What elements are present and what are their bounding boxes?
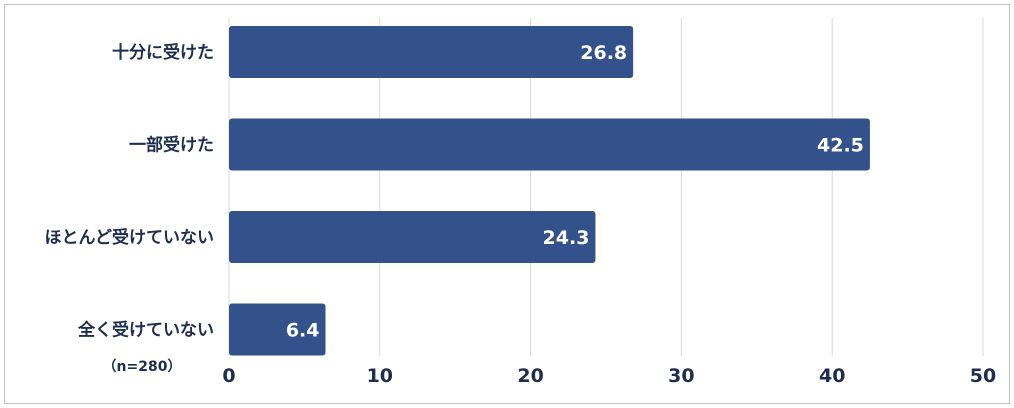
bar-4	[229, 303, 326, 356]
bar-value-label: 24.3	[543, 227, 590, 249]
bar-1	[229, 26, 634, 78]
bar-2	[229, 118, 870, 171]
x-axis-tick-labels: 0 10 20 30 40 50	[222, 365, 996, 387]
bars	[229, 26, 870, 356]
bar-value-label: 6.4	[286, 320, 320, 342]
bar-value-label: 26.8	[580, 42, 627, 64]
x-tick-label: 0	[222, 365, 235, 387]
x-tick-label: 50	[970, 365, 996, 387]
sample-size-note: （n=280）	[103, 359, 182, 375]
x-tick-label: 40	[819, 365, 845, 387]
x-tick-label: 20	[517, 365, 543, 387]
bar-3	[229, 211, 596, 263]
category-label: ほとんど受けていない	[45, 227, 215, 248]
bar-value-label: 42.5	[817, 135, 864, 157]
category-label: 十分に受けた	[112, 42, 214, 63]
category-label: 一部受けた	[129, 135, 214, 156]
x-tick-label: 10	[367, 365, 393, 387]
x-tick-label: 30	[668, 365, 694, 387]
category-label: 全く受けていない	[77, 320, 214, 341]
value-labels: 26.8 42.5 24.3 6.4	[286, 42, 864, 342]
